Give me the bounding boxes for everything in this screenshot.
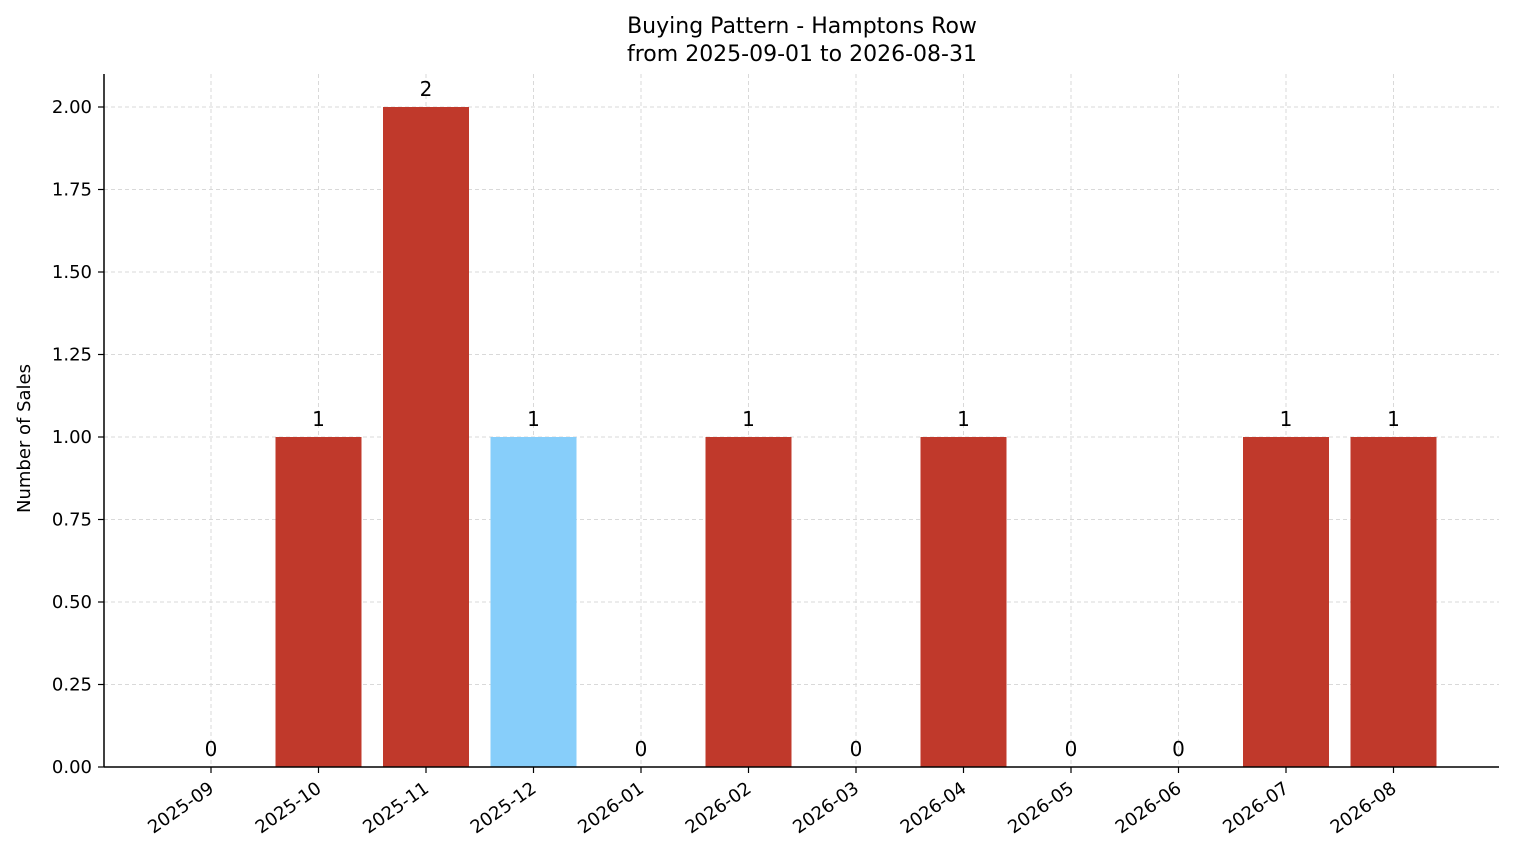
chart-title: Buying Pattern - Hamptons Row bbox=[627, 14, 977, 39]
bar-2025-12 bbox=[490, 437, 577, 767]
x-tick-label: 2026-06 bbox=[1112, 778, 1186, 838]
bar-2026-02 bbox=[705, 437, 792, 767]
x-tick-label: 2026-01 bbox=[574, 778, 648, 838]
x-tick-labels: 2025-09 2025-10 2025-11 2025-12 2026-01 2026-… bbox=[144, 767, 1400, 838]
data-label-2025-09: 0 bbox=[205, 737, 218, 761]
data-labels: 0 1 2 1 0 1 0 1 0 0 1 1 bbox=[205, 77, 1400, 761]
y-tick-label: 1.25 bbox=[52, 345, 92, 366]
bar-layer bbox=[275, 107, 1437, 767]
x-tick-label: 2026-02 bbox=[682, 778, 756, 838]
data-label-2026-03: 0 bbox=[850, 737, 863, 761]
y-tick-label: 1.50 bbox=[52, 262, 92, 283]
x-tick-label: 2026-04 bbox=[897, 778, 971, 838]
data-label-2025-10: 1 bbox=[312, 407, 325, 431]
data-label-2026-08: 1 bbox=[1387, 407, 1400, 431]
data-label-2025-11: 2 bbox=[420, 77, 433, 101]
y-tick-label: 0.25 bbox=[52, 675, 92, 696]
data-label-2026-02: 1 bbox=[742, 407, 755, 431]
y-tick-label: 1.00 bbox=[52, 427, 92, 448]
bar-2026-07 bbox=[1243, 437, 1329, 767]
y-tick-labels: 0.00 0.25 0.50 0.75 1.00 1.25 1.50 1.75 2.00 bbox=[52, 97, 104, 778]
y-tick-label: 2.00 bbox=[52, 97, 92, 118]
bar-2025-10 bbox=[275, 437, 362, 767]
x-tick-label: 2026-05 bbox=[1004, 778, 1078, 838]
y-tick-label: 0.50 bbox=[52, 592, 92, 613]
y-tick-label: 1.75 bbox=[52, 180, 92, 201]
data-label-2026-05: 0 bbox=[1065, 737, 1078, 761]
x-tick-label: 2026-03 bbox=[789, 778, 863, 838]
x-tick-label: 2025-10 bbox=[252, 778, 326, 838]
data-label-2026-07: 1 bbox=[1280, 407, 1293, 431]
data-label-2026-06: 0 bbox=[1172, 737, 1185, 761]
data-label-2026-04: 1 bbox=[957, 407, 970, 431]
data-label-2026-01: 0 bbox=[635, 737, 648, 761]
bar-2026-04 bbox=[920, 437, 1007, 767]
y-tick-label: 0.75 bbox=[52, 510, 92, 531]
x-tick-label: 2026-07 bbox=[1219, 778, 1293, 838]
bar-2026-08 bbox=[1350, 437, 1437, 767]
data-label-2025-12: 1 bbox=[527, 407, 540, 431]
y-tick-label: 0.00 bbox=[52, 757, 92, 778]
x-tick-label: 2025-12 bbox=[467, 778, 541, 838]
x-tick-label: 2025-09 bbox=[144, 778, 218, 838]
y-axis-label: Number of Sales bbox=[14, 364, 35, 513]
x-tick-label: 2025-11 bbox=[359, 778, 433, 838]
chart-subtitle: from 2025-09-01 to 2026-08-31 bbox=[627, 42, 977, 67]
bar-2025-11 bbox=[383, 107, 469, 767]
x-tick-label: 2026-08 bbox=[1327, 778, 1401, 838]
